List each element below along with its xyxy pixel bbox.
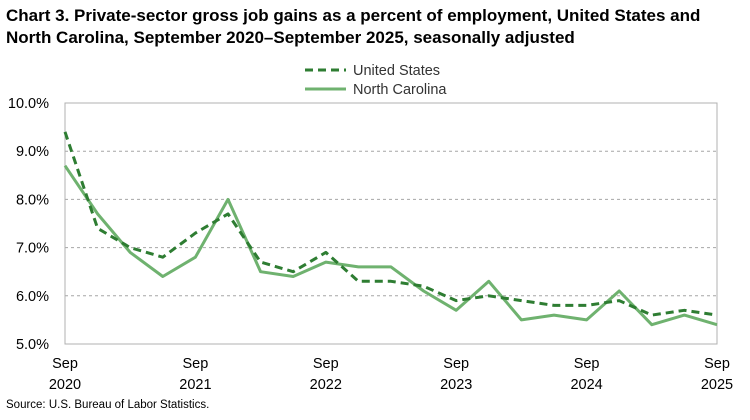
legend: United States North Carolina (305, 63, 447, 98)
x-tick-label-month: Sep (313, 356, 339, 372)
legend-label-united-states: United States (353, 63, 440, 79)
x-tick-label-year: 2025 (701, 377, 733, 393)
series-line-north-carolina (63, 164, 718, 327)
plot-area-frame (64, 102, 718, 345)
x-tick-label-year: 2023 (440, 377, 472, 393)
x-tick-label-year: 2021 (179, 377, 211, 393)
x-tick-label-year: 2024 (570, 377, 602, 393)
x-tick-label-month: Sep (574, 356, 600, 372)
y-axis: 5.0% 6.0% 7.0% 8.0% 9.0% 10.0% (8, 96, 49, 353)
x-tick-label-year: 2022 (310, 377, 342, 393)
y-tick-label: 5.0% (16, 337, 49, 353)
legend-label-north-carolina: North Carolina (353, 82, 447, 98)
x-tick-label-month: Sep (443, 356, 469, 372)
y-tick-label: 7.0% (16, 241, 49, 257)
x-tick-label-month: Sep (182, 356, 208, 372)
x-tick-label-month: Sep (704, 356, 730, 372)
y-tick-label: 8.0% (16, 192, 49, 208)
series-line-united-states (63, 131, 718, 317)
y-tick-label: 10.0% (8, 96, 49, 112)
x-tick-label-year: 2020 (49, 377, 81, 393)
x-axis: Sep 2020 Sep 2021 Sep 2022 Sep 2023 Sep 2024 Sep 20… (49, 356, 733, 393)
source-note: Source: U.S. Bureau of Labor Statistics. (6, 399, 210, 411)
y-tick-label: 9.0% (16, 144, 49, 160)
gridlines (65, 150, 717, 297)
chart-title: Chart 3. Private-sector gross job gains … (6, 6, 701, 47)
x-tick-label-month: Sep (52, 356, 78, 372)
series-lines (63, 131, 718, 327)
y-tick-label: 6.0% (16, 289, 49, 305)
